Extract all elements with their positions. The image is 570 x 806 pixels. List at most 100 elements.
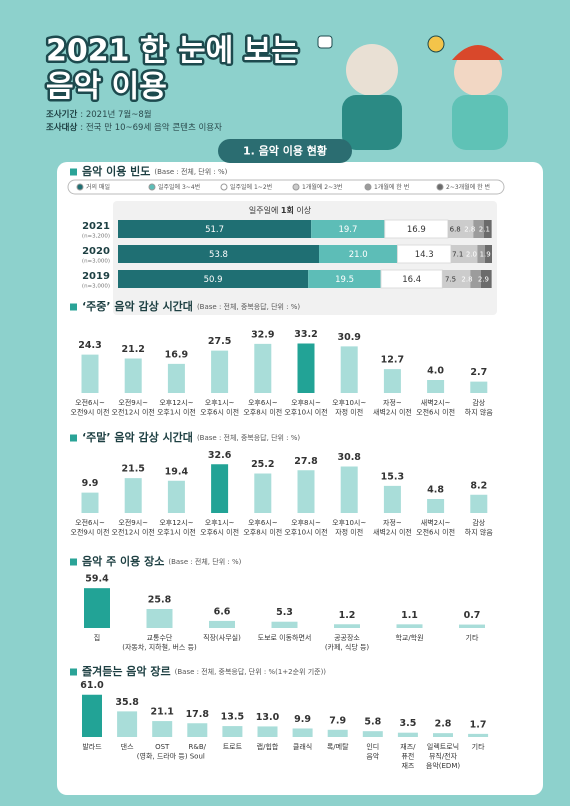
value-label: 2.1: [479, 226, 490, 234]
value-label: 19.4: [165, 466, 189, 477]
survey-text: : 전국 만 10~69세 음악 콘텐츠 이용자: [80, 122, 222, 133]
category-label: 감상: [472, 518, 485, 527]
category-label: 새벽2시~: [421, 398, 451, 407]
bar: [82, 694, 102, 737]
category-label: (자동차, 지하철, 버스 등): [122, 643, 197, 652]
value-label: 2.0: [466, 251, 477, 259]
category-label: 오후1시 이전: [157, 528, 196, 537]
value-label: 0.7: [464, 610, 481, 621]
category-label: 록/메탈: [327, 743, 349, 751]
category-label: 오후12시~: [159, 399, 193, 407]
bar: [167, 480, 185, 513]
category-label: 오전9시~: [118, 518, 148, 527]
category-label: 2020: [82, 246, 110, 257]
value-label: 2.7: [470, 367, 487, 378]
bar-segment: [308, 270, 382, 288]
category-label: 오후10시~: [332, 399, 366, 407]
category-label: 자정 이전: [335, 528, 363, 537]
legend-label: 1개월에 한 번: [374, 183, 409, 191]
category-label: 랩/힙합: [257, 742, 279, 751]
category-label: 오후6시~: [248, 519, 278, 527]
bar: [117, 711, 138, 737]
category-label: 오전9시 이전: [71, 408, 110, 417]
value-label: 25.8: [148, 595, 172, 606]
category-label: 오전6시 이전: [416, 528, 455, 537]
value-label: 61.0: [80, 680, 104, 691]
value-label: 1.7: [470, 719, 487, 730]
category-label: 오후1시~: [205, 399, 235, 407]
value-label: 21.1: [150, 707, 173, 718]
annotation-text: 일주일에: [249, 206, 281, 215]
bar-segment: [319, 245, 398, 263]
value-label: 12.7: [381, 355, 404, 366]
category-label: (카페, 식당 등): [325, 643, 370, 652]
category-label: Soul: [190, 753, 205, 761]
value-label: 5.8: [364, 717, 381, 728]
chart-heading: 음악 주 이용 장소 (Base : 전체, 단위 : %): [82, 554, 242, 568]
category-label: 자정~: [383, 398, 402, 407]
bar: [427, 380, 445, 393]
category-label: 오후8시 이전: [243, 408, 282, 417]
bar: [254, 473, 272, 513]
category-label: 오전6시~: [75, 398, 105, 407]
value-label: 7.9: [329, 715, 346, 726]
category-label: 새벽2시 이전: [373, 528, 412, 537]
bar: [397, 732, 418, 737]
page-title: 2021 한 눈에 보는: [46, 34, 299, 69]
bar: [209, 620, 235, 628]
bar: [187, 723, 208, 737]
bar-segment: [484, 245, 492, 263]
category-label: 트로트: [223, 743, 243, 751]
bar: [211, 350, 229, 393]
value-label: 50.9: [204, 275, 223, 285]
category-label: 오후10시~: [332, 519, 366, 527]
bar-segment: [450, 245, 478, 263]
category-label: 오후8시 이전: [243, 528, 282, 537]
category-label: OST: [155, 743, 170, 751]
category-label: 클래식: [293, 742, 312, 751]
category-label: 오후10시 이전: [284, 408, 327, 417]
bar: [254, 343, 272, 393]
category-label: 발라드: [82, 742, 102, 751]
bar-segment: [311, 220, 385, 238]
section-pill: [218, 139, 352, 163]
bar: [222, 726, 243, 737]
chart-heading: 음악 이용 빈도 (Base : 전체, 단위 : %): [82, 164, 228, 178]
bar-segment: [470, 270, 481, 288]
category-label: 자정 이전: [335, 408, 363, 417]
value-label: 6.8: [450, 226, 461, 234]
category-label: 오후10시 이전: [284, 528, 327, 537]
value-label: 19.7: [338, 225, 357, 235]
category-label: 오후8시~: [291, 519, 321, 527]
bar: [340, 346, 358, 393]
value-label: 9.9: [82, 478, 99, 489]
bar: [152, 721, 173, 737]
chart-subtitle: (Base : 전체, 중복응답, 단위 : %): [197, 433, 300, 442]
value-label: 21.5: [121, 464, 144, 475]
value-label: 6.6: [214, 606, 231, 617]
chart-title: 음악 주 이용 장소: [82, 554, 164, 568]
value-label: 3.5: [399, 718, 416, 729]
value-label: 24.3: [78, 340, 101, 351]
chart-title: 즐겨듣는 음악 장르: [82, 664, 171, 678]
category-label: 집: [94, 633, 100, 642]
bar-segment: [118, 245, 320, 263]
legend-label: 2~3개월에 한 번: [446, 183, 490, 191]
category-label: 하지 않음: [465, 408, 494, 417]
chart-title: ‘주중’ 음악 감상 시간대: [82, 299, 193, 313]
category-label: 도보로 이동하면서: [258, 633, 312, 642]
chart-subtitle: (Base : 전체, 단위 : %): [154, 167, 227, 176]
section-bullet: [70, 668, 77, 676]
legend-marker: [148, 183, 156, 191]
bar: [470, 494, 488, 513]
section-bullet: [70, 558, 77, 566]
page-title: 음악 이용: [46, 70, 167, 105]
chart-subtitle: (Base : 전체, 단위 : %): [168, 557, 241, 566]
legend-marker: [220, 183, 228, 191]
bar-segment: [480, 270, 492, 288]
value-label: 9.9: [294, 714, 311, 725]
legend-label: 일주일에 1~2번: [230, 183, 272, 191]
survey-label: 조사기간: [46, 109, 77, 120]
value-label: 13.0: [256, 712, 280, 723]
value-label: 1.2: [339, 610, 356, 621]
